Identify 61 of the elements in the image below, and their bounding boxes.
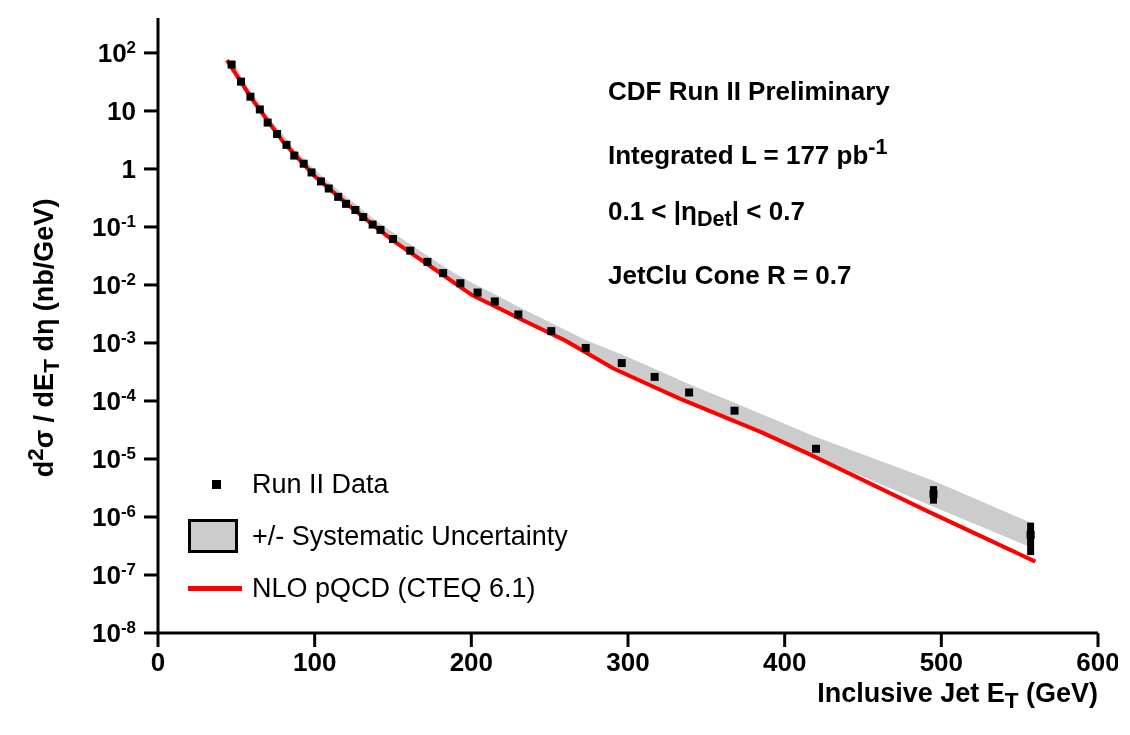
x-tick-label: 600 [1076,647,1120,677]
x-tick-label: 100 [292,647,337,677]
y-tick-label: 10$^{2}$ [97,37,136,68]
y-tick-label: 10$^{-7}$ [92,559,136,590]
legend-label: Run II Data [252,468,389,500]
point [237,77,246,86]
point [514,310,523,319]
point [290,151,299,160]
point [324,184,333,193]
point [307,168,316,177]
point [299,159,308,168]
annotation: 0.1 < |η$_{Det}$| < 0.7 [608,194,806,233]
point [273,130,282,139]
point [490,297,499,306]
point [255,105,264,114]
annotation: CDF Run II Preliminary [608,75,890,108]
point [423,257,432,266]
point [473,288,482,297]
y-tick-label: 10$^{-8}$ [92,617,136,648]
point [456,279,465,288]
point [389,234,397,243]
x-tick-label: 400 [762,647,807,677]
x-tick-label: 0 [150,647,166,677]
annotation: Integrated L = 177 pb$^{-1}$ [608,133,889,172]
x-tick-label: 500 [919,647,964,677]
annotation: JetClu Cone R = 0.7 [608,258,853,292]
point [929,489,938,498]
annotation: +/- Systematic Uncertainty [252,520,568,552]
point [376,225,385,234]
point [617,359,626,368]
point [406,246,415,255]
point [439,269,448,278]
y-tick-label: 10$^{-4}$ [92,385,137,416]
y-tick-label: 10 [107,95,136,126]
point [581,343,590,352]
point [282,140,291,149]
y-tick-label: 10$^{-6}$ [92,501,136,532]
point [730,406,739,415]
y-tick-label: 10$^{-2}$ [92,269,136,300]
point [368,220,377,229]
point [316,177,325,186]
legend-label: NLO pQCD (CTEQ 6.1) [252,572,536,604]
x-tick-label: 200 [449,647,494,677]
point [685,388,694,397]
y-tick-label: 10$^{-5}$ [92,443,136,474]
y-tick-label: 10$^{-1}$ [92,211,136,242]
point [227,60,236,69]
point [359,213,368,222]
x-tick-label: 300 [606,647,650,677]
x-axis-title: Inclusive Jet E$_{T}$ (GeV) [817,678,1098,715]
point [812,444,820,453]
point [351,205,360,214]
y-tick-label: 10$^{-3}$ [92,327,136,358]
point [547,327,556,336]
y-tick-label: 1 [121,153,136,184]
point [246,92,255,101]
point [334,192,343,201]
point [342,199,350,208]
point [263,118,272,127]
point [650,372,659,381]
point [1026,530,1035,539]
